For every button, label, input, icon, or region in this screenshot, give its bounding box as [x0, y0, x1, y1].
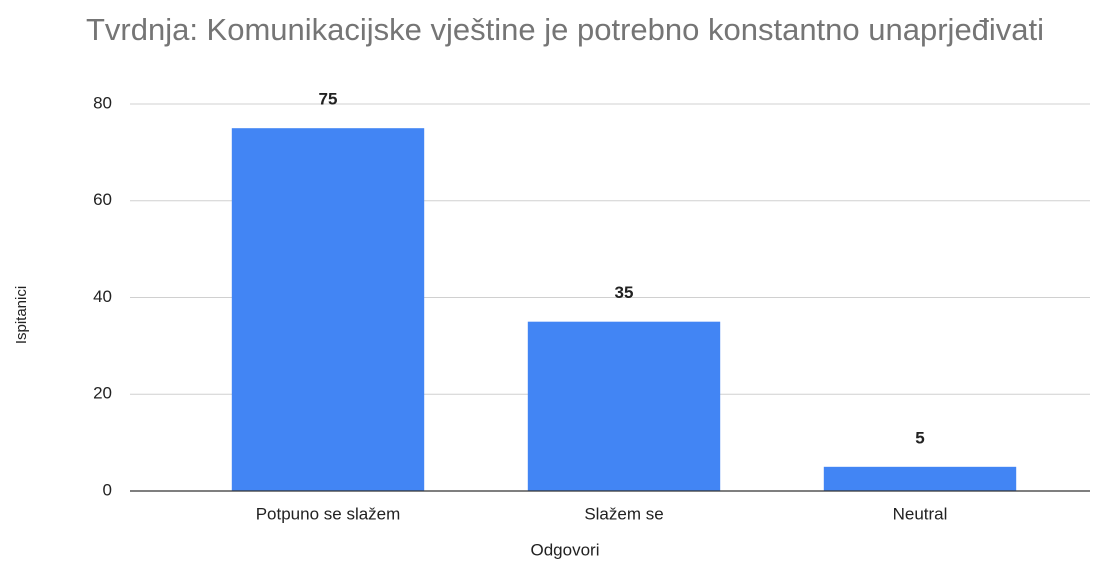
chart-title: Tvrdnja: Komunikacijske vještine je potr…	[85, 12, 1045, 47]
bar	[527, 321, 721, 491]
data-label: 5	[915, 428, 924, 447]
data-label: 75	[319, 90, 338, 109]
x-tick-label: Neutral	[893, 504, 948, 523]
data-label: 35	[615, 283, 634, 302]
bar	[231, 128, 425, 491]
bar	[823, 466, 1017, 491]
y-tick-label: 0	[103, 480, 112, 499]
y-tick-label: 20	[93, 384, 112, 403]
y-tick-label: 80	[93, 93, 112, 112]
x-tick-label: Slažem se	[584, 504, 663, 523]
y-axis-label: Ispitanici	[13, 286, 30, 344]
x-axis-label: Odgovori	[531, 540, 600, 559]
y-tick-label: 40	[93, 287, 112, 306]
x-tick-label: Potpuno se slažem	[256, 504, 401, 523]
y-tick-label: 60	[93, 190, 112, 209]
